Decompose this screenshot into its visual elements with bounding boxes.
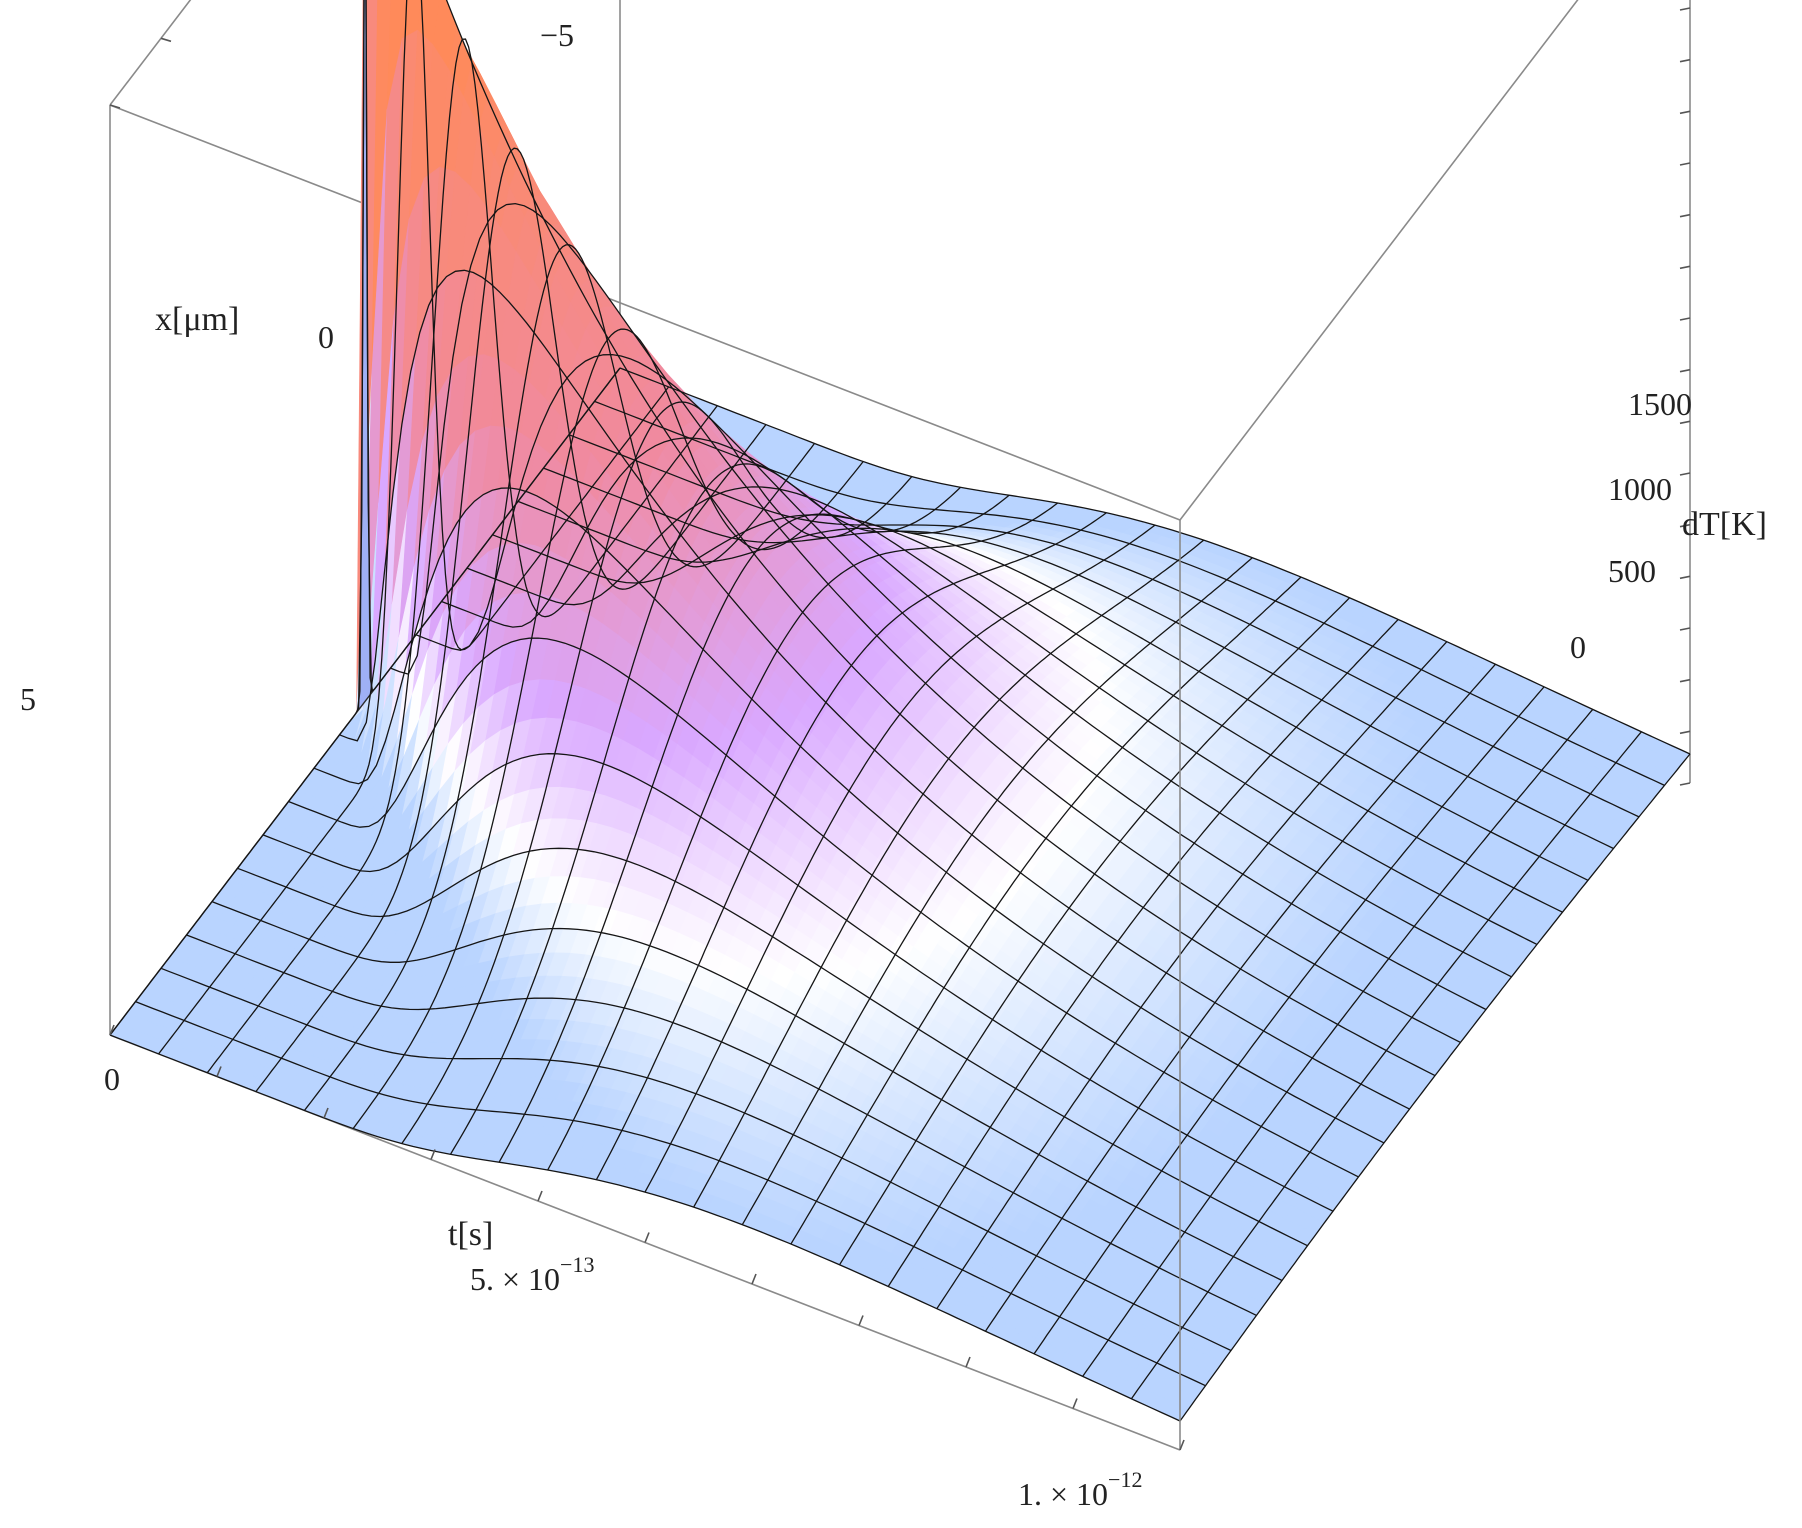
- surface-mesh: [109, 0, 1691, 1422]
- box-edge-top-front: [109, 104, 1181, 521]
- x-tick-neg5: −5: [540, 17, 574, 53]
- z-axis-tick: [1679, 368, 1691, 373]
- z-axis-tick: [1679, 110, 1691, 115]
- x-tick-0: 0: [318, 319, 334, 355]
- x-axis-label: x[μm]: [155, 301, 239, 338]
- z-axis-tick: [1679, 58, 1691, 63]
- z-axis-tick: [1679, 575, 1691, 580]
- t-tick-1e-12: 1. × 10−12: [1018, 1467, 1142, 1512]
- z-axis-tick: [1679, 782, 1691, 786]
- z-axis-label: dT[K]: [1682, 506, 1767, 543]
- t-axis-tick: [537, 1190, 543, 1202]
- z-tick-1500: 1500: [1628, 386, 1692, 422]
- t-axis-tick: [644, 1232, 650, 1243]
- t-axis-tick: [1072, 1398, 1078, 1409]
- t-axis-tick: [965, 1356, 971, 1368]
- x-axis-tick: [160, 37, 172, 43]
- t-tick-0: 0: [104, 1061, 120, 1097]
- t-axis-tick: [858, 1315, 864, 1326]
- t-axis-tick: [751, 1273, 757, 1285]
- z-axis-tick: [1679, 472, 1691, 476]
- z-axis-tick: [1679, 317, 1691, 321]
- z-tick-1000: 1000: [1608, 471, 1672, 507]
- z-tick-0: 0: [1570, 629, 1586, 665]
- t-tick-5e-13: 5. × 10−13: [470, 1252, 594, 1297]
- z-axis-tick: [1679, 7, 1691, 11]
- z-axis-tick: [1679, 213, 1691, 218]
- box-edge-top-right: [1179, 0, 1579, 521]
- z-axis-tick: [1679, 627, 1691, 631]
- z-axis-tick: [1679, 730, 1691, 735]
- x-tick-5: 5: [20, 681, 36, 717]
- z-axis-tick: [1679, 678, 1691, 683]
- z-tick-500: 500: [1608, 553, 1656, 589]
- z-axis-tick: [1679, 162, 1691, 166]
- z-axis-tick: [1679, 265, 1691, 270]
- t-axis-label: t[s]: [448, 1216, 493, 1253]
